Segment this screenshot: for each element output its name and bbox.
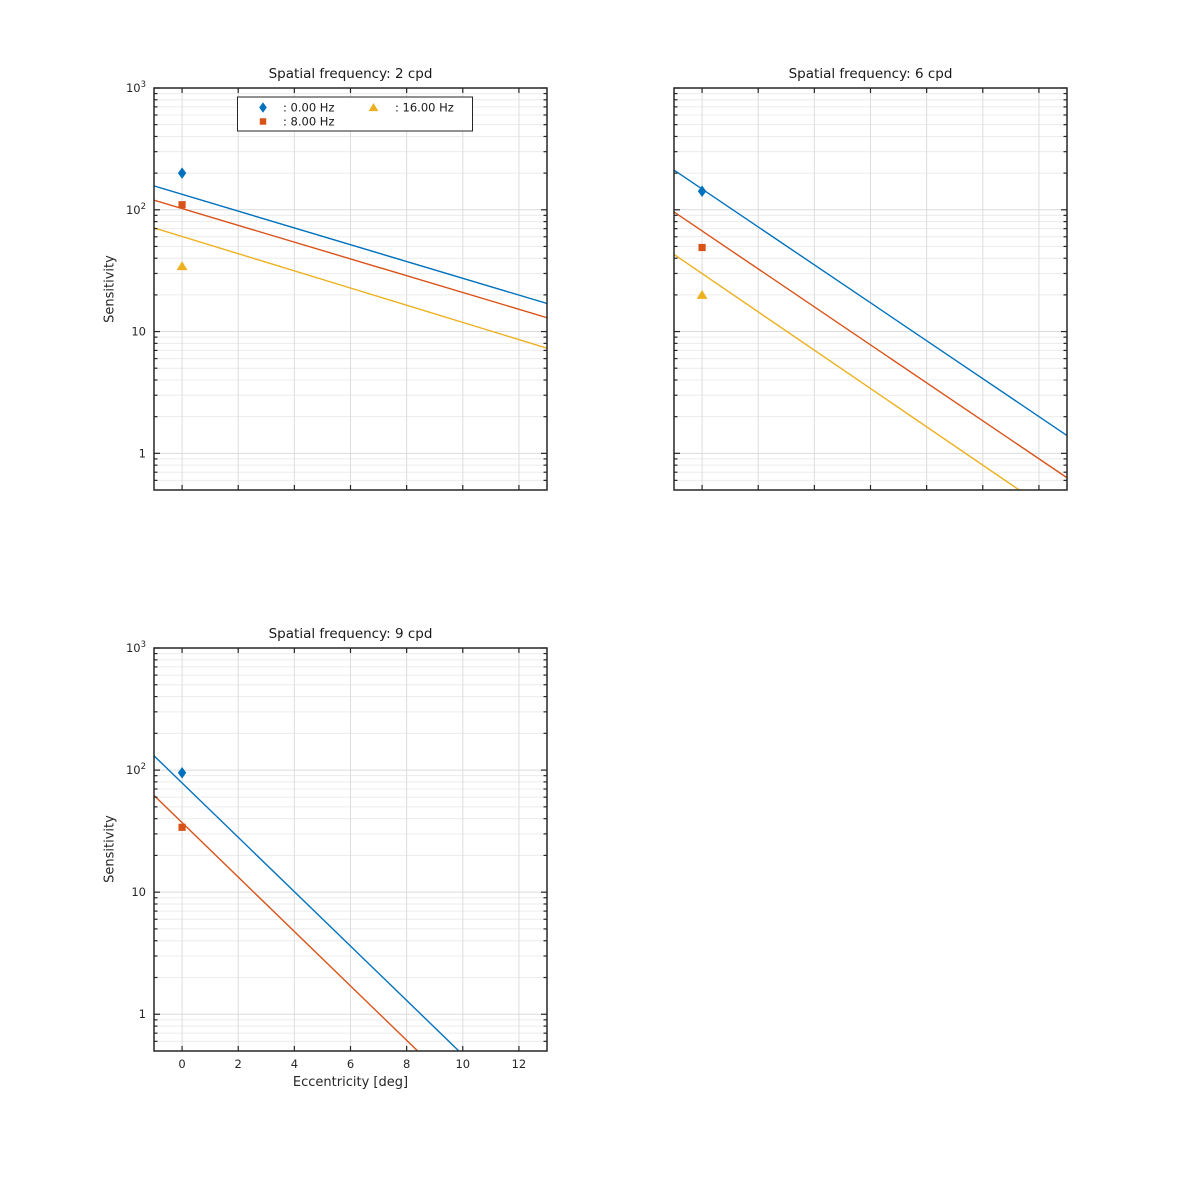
legend-triangle-icon: [368, 103, 379, 112]
y-tick-label: 1: [139, 1007, 146, 1021]
x-tick-label: 4: [291, 1057, 298, 1071]
plot-9cpd-fit-line-orange: [154, 794, 419, 1051]
y-axis-label-bottom: Sensitivity: [102, 815, 118, 883]
plot-2cpd-point-yellow: [176, 261, 188, 271]
legend-box: [237, 96, 473, 132]
plot-9cpd-y-tick-labels: 1 10 102 103: [126, 640, 146, 1021]
plot-6cpd-point-orange: [698, 243, 706, 252]
x-tick-label: 2: [235, 1057, 242, 1071]
plot-6cpd: [673, 87, 1068, 491]
x-axis-label: Eccentricity [deg]: [292, 1075, 409, 1090]
plot-9cpd-fit-lines: [154, 755, 460, 1051]
plot-2cpd-fit-lines: [154, 185, 547, 349]
plot-6cpd-fit-line-blue: [674, 169, 1067, 437]
y-tick-label: 10: [131, 885, 146, 899]
plot-9cpd-fit-line-blue: [154, 755, 460, 1051]
chart-title-6cpd: Spatial frequency: 6 cpd: [788, 66, 953, 82]
plot-6cpd-ticks: [674, 87, 1067, 490]
plot-2cpd-point-blue: [177, 167, 187, 179]
plot-9cpd: 1 10 102 103 0 2 4 6 8 10 12: [126, 640, 548, 1071]
y-tick-label: 10: [131, 325, 146, 339]
plot-6cpd-fit-line-orange: [674, 211, 1067, 479]
plot-2cpd-y-tick-labels: 1 10 102 103: [126, 80, 146, 460]
legend-label: : 16.00 Hz: [395, 101, 454, 115]
plot-6cpd-fit-line-yellow: [674, 253, 1021, 490]
chart-title-2cpd: Spatial frequency: 2 cpd: [268, 66, 433, 82]
chart-title-9cpd: Spatial frequency: 9 cpd: [268, 626, 433, 642]
legend-diamond-icon: [259, 102, 267, 113]
plot-2cpd-fit-line-yellow: [154, 227, 547, 349]
plot-9cpd-major-grid: [154, 648, 547, 1051]
plot-6cpd-point-blue: [697, 185, 707, 198]
y-tick-label: 1: [139, 446, 146, 460]
legend-square-icon: [259, 118, 267, 125]
x-tick-label: 0: [178, 1057, 185, 1071]
y-tick-label: 102: [126, 762, 146, 777]
y-tick-label: 103: [126, 640, 146, 655]
plot-2cpd-point-orange: [178, 201, 186, 209]
legend-label: : 0.00 Hz: [283, 101, 334, 115]
legend: : 0.00 Hz: 8.00 Hz : 16.00 Hz: [237, 96, 473, 132]
plot-6cpd-point-yellow: [696, 289, 708, 299]
legend-label: : 8.00 Hz: [283, 115, 334, 129]
plot-9cpd-x-tick-labels: 0 2 4 6 8 10 12: [178, 1057, 526, 1071]
y-tick-label: 102: [126, 202, 146, 217]
plot-2cpd: 1 10 102 103 : 0.00 Hz: 8.00 Hz : 16.00 Hz: [126, 80, 548, 491]
y-tick-label: 103: [126, 80, 146, 95]
plot-2cpd-fit-line-blue: [154, 185, 547, 305]
plot-9cpd-point-blue: [177, 767, 187, 779]
plot-6cpd-major-grid: [674, 88, 1067, 490]
x-tick-label: 6: [347, 1057, 354, 1071]
y-axis-label-top: Sensitivity: [102, 255, 118, 323]
x-tick-label: 10: [455, 1057, 470, 1071]
x-tick-label: 8: [403, 1057, 410, 1071]
x-tick-label: 12: [512, 1057, 527, 1071]
plot-9cpd-point-orange: [178, 823, 186, 831]
plot-2cpd-ticks: [154, 87, 547, 490]
plot-2cpd-fit-line-orange: [154, 199, 547, 319]
plot-9cpd-ticks: [154, 647, 547, 1051]
plot-6cpd-fit-lines: [674, 169, 1067, 490]
plot-2cpd-major-grid: [154, 88, 547, 490]
